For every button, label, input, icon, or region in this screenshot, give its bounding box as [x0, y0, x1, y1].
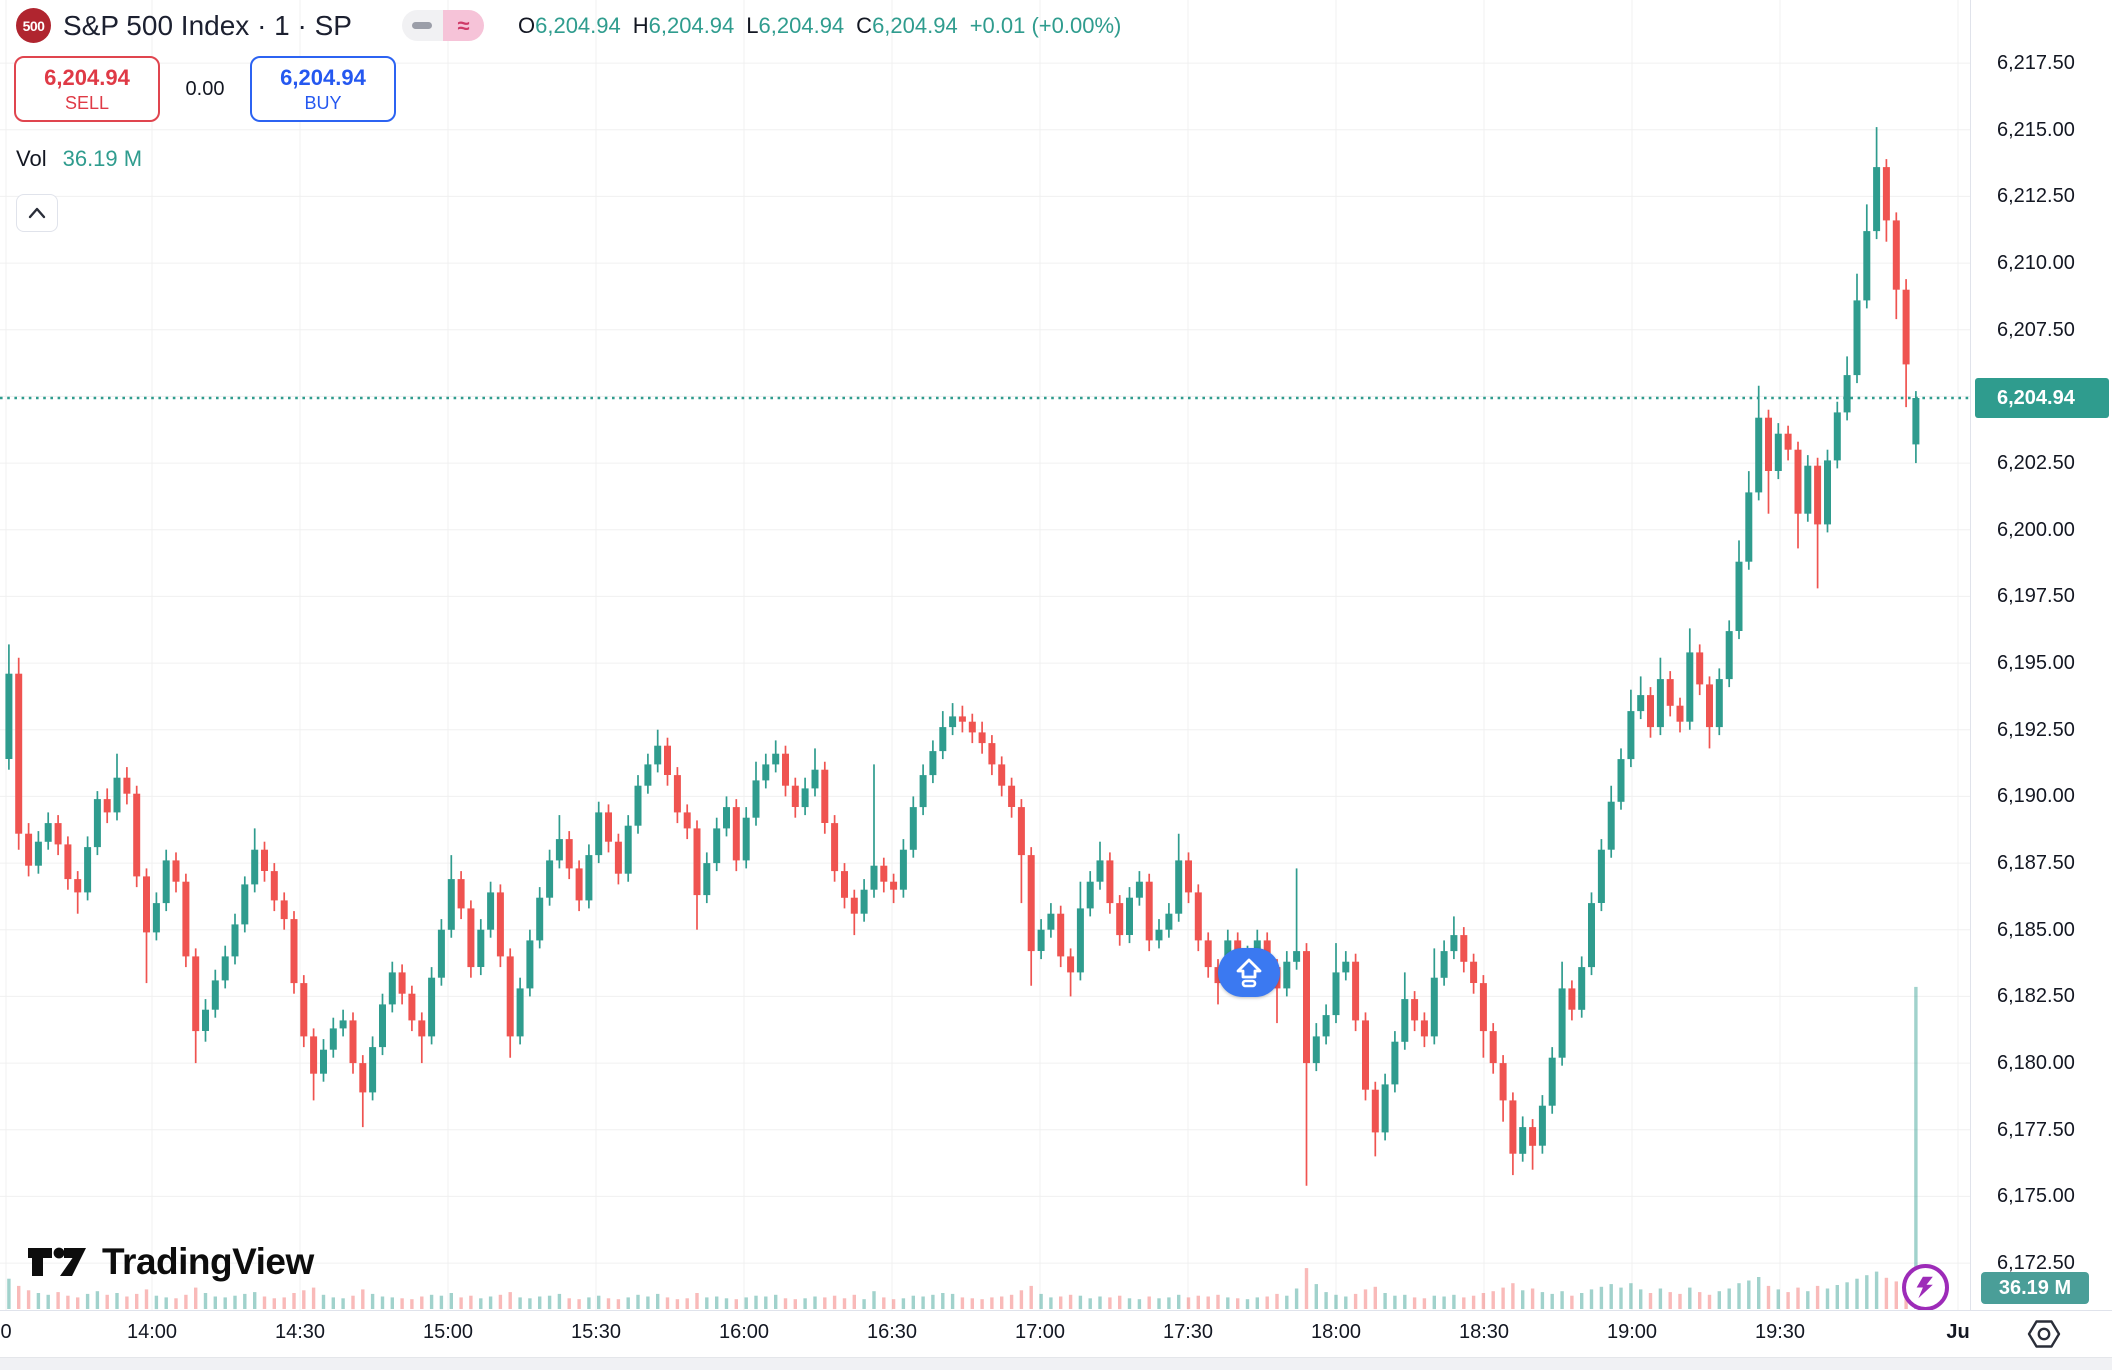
- price-axis[interactable]: 6,217.50 6,215.00 6,212.50 6,210.00 6,207.50…: [1970, 0, 2112, 1310]
- low-value: 6,204.94: [758, 12, 845, 38]
- collapse-legend-button[interactable]: [16, 194, 58, 232]
- price-tick-label: 6,212.50: [1997, 185, 2075, 208]
- price-tick-label: 6,190.00: [1997, 785, 2075, 808]
- time-tick-label: 15:00: [422, 1321, 474, 1343]
- time-tick-label: 14:30: [274, 1321, 326, 1343]
- high-label: H: [632, 12, 649, 38]
- time-tick-label: 19:30: [1754, 1321, 1806, 1343]
- price-tick-label: 6,187.50: [1997, 852, 2075, 875]
- price-tick-label: 6,175.00: [1997, 1185, 2075, 1208]
- axis-settings-gear-button[interactable]: [2026, 1317, 2062, 1351]
- time-tick-label: 16:00: [718, 1321, 770, 1343]
- time-tick-label: 17:30: [1162, 1321, 1214, 1343]
- low-label: L: [746, 12, 759, 38]
- open-value: 6,204.94: [535, 12, 621, 38]
- price-tick-label: 6,172.50: [1997, 1252, 2075, 1275]
- time-tick-label: 0: [0, 1321, 12, 1343]
- open-label: O: [517, 12, 536, 38]
- close-label: C: [856, 12, 873, 38]
- legend-visibility-toggle[interactable]: ≈: [401, 10, 484, 41]
- price-tick-label: 6,215.00: [1997, 118, 2075, 141]
- instant-order-lightning-button[interactable]: [1902, 1264, 1949, 1311]
- price-tick-label: 6,217.50: [1997, 52, 2075, 75]
- price-tick-label: 6,202.50: [1997, 452, 2075, 475]
- time-tick-label: 14:00: [126, 1321, 178, 1343]
- buy-price: 6,204.94: [280, 65, 366, 90]
- current-volume-badge: 36.19 M: [1981, 1272, 2089, 1304]
- trade-panel: 6,204.94 SELL 0.00 6,204.94 BUY: [14, 56, 396, 122]
- time-tick-label: 19:00: [1606, 1321, 1658, 1343]
- price-tick-label: 6,207.50: [1997, 318, 2075, 341]
- minus-icon: [412, 22, 433, 29]
- time-tick-label: 18:00: [1310, 1321, 1362, 1343]
- sell-label: SELL: [64, 92, 110, 113]
- candlestick-chart-canvas[interactable]: [0, 0, 1970, 1310]
- ohlc-values-row: O6,204.94 H6,204.94 L6,204.94 C6,204.94 +0.0…: [518, 13, 1121, 39]
- time-tick-label: 17:00: [1014, 1321, 1066, 1343]
- chart-legend-header: 500 S&P 500 Index · 1 · SP ≈ O6,204.94 H6…: [16, 8, 1121, 43]
- time-tick-label: Ju: [1946, 1321, 1970, 1343]
- buy-label: BUY: [304, 92, 342, 113]
- price-tick-label: 6,185.00: [1997, 918, 2075, 941]
- toggle-left-segment[interactable]: [401, 10, 443, 41]
- shift-arrow-icon: [1236, 958, 1262, 987]
- buy-button[interactable]: 6,204.94 BUY: [250, 56, 396, 122]
- sell-price: 6,204.94: [44, 65, 130, 90]
- tradingview-logo-text: TradingView: [102, 1241, 314, 1282]
- time-tick-label: 16:30: [866, 1321, 918, 1343]
- high-value: 6,204.94: [648, 12, 735, 38]
- price-tick-label: 6,197.50: [1997, 585, 2075, 608]
- time-axis[interactable]: 0 14:00 14:30 15:00 15:30 16:00 16:30 17:00 17:3…: [0, 1310, 2112, 1356]
- price-tick-label: 6,180.00: [1997, 1052, 2075, 1075]
- scroll-to-realtime-marker-button[interactable]: [1218, 948, 1280, 997]
- gear-icon: [2027, 1320, 2061, 1348]
- tradingview-mark-icon: [28, 1247, 86, 1276]
- price-tick-label: 6,200.00: [1997, 518, 2075, 541]
- bottom-toolbar-strip: [0, 1357, 2112, 1370]
- lightning-bolt-icon: [1916, 1276, 1933, 1298]
- current-price-tag: 6,204.94: [1975, 378, 2109, 418]
- tradingview-logo[interactable]: TradingView: [26, 1240, 314, 1284]
- price-tick-label: 6,195.00: [1997, 652, 2075, 675]
- volume-legend-row: Vol 36.19 M: [16, 146, 142, 172]
- toggle-right-segment[interactable]: ≈: [442, 10, 484, 41]
- approx-icon: ≈: [457, 12, 470, 38]
- symbol-title[interactable]: S&P 500 Index · 1 · SP: [63, 9, 352, 41]
- spread-value: 0.00: [185, 77, 225, 100]
- symbol-logo-badge[interactable]: 500: [16, 8, 51, 43]
- close-value: 6,204.94: [872, 12, 958, 38]
- price-tick-label: 6,177.50: [1997, 1118, 2075, 1141]
- price-tick-label: 6,182.50: [1997, 985, 2075, 1008]
- change-value: +0.01 (+0.00%): [969, 12, 1122, 38]
- price-tick-label: 6,192.50: [1997, 718, 2075, 741]
- volume-label: Vol: [16, 146, 47, 171]
- chevron-up-icon: [28, 207, 46, 219]
- volume-value: 36.19 M: [62, 146, 143, 171]
- price-tick-label: 6,210.00: [1997, 252, 2075, 275]
- sell-button[interactable]: 6,204.94 SELL: [14, 56, 160, 122]
- time-tick-label: 15:30: [570, 1321, 622, 1343]
- time-tick-label: 18:30: [1458, 1321, 1510, 1343]
